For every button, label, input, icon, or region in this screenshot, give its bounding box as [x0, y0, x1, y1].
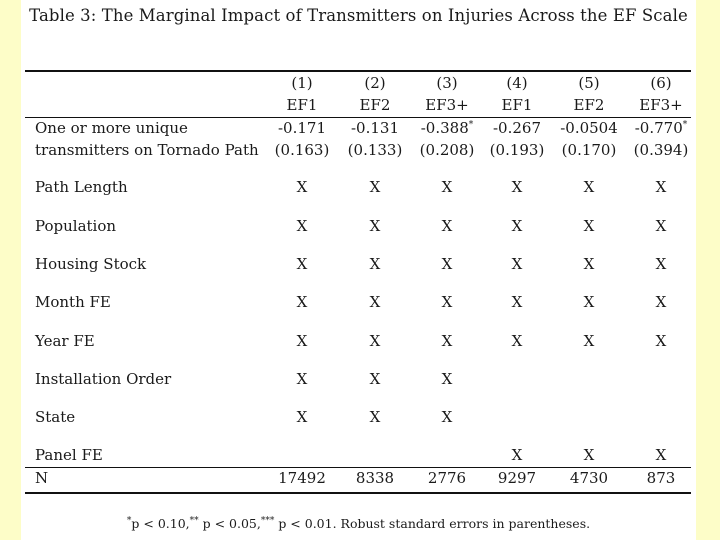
std-error: (0.208) [419, 141, 475, 159]
std-error: (0.170) [561, 141, 617, 159]
column-number: (5) [578, 74, 600, 92]
control-mark: X [296, 178, 308, 196]
control-mark: X [296, 408, 308, 426]
n-rule [25, 467, 691, 468]
column-number: (6) [650, 74, 672, 92]
control-mark: X [511, 217, 523, 235]
column-header: EF1 [501, 96, 533, 114]
column-number: (1) [291, 74, 313, 92]
table-title: Table 3: The Marginal Impact of Transmit… [29, 6, 688, 25]
control-mark: X [369, 217, 381, 235]
control-mark: X [655, 178, 667, 196]
n-value: 873 [646, 469, 676, 487]
column-number: (4) [506, 74, 528, 92]
control-mark: X [583, 178, 595, 196]
control-mark: X [369, 178, 381, 196]
control-mark: X [583, 446, 595, 464]
row-label: Year FE [35, 332, 95, 350]
coef-estimate: -0.388* [420, 119, 474, 137]
header-rule [25, 117, 691, 118]
row-label: Panel FE [35, 446, 103, 464]
row-label: Population [35, 217, 117, 235]
control-mark: X [655, 332, 667, 350]
control-mark: X [441, 370, 453, 388]
n-value: 8338 [355, 469, 395, 487]
control-mark: X [296, 217, 308, 235]
control-mark: X [369, 370, 381, 388]
row-label: Installation Order [35, 370, 172, 388]
control-mark: X [583, 332, 595, 350]
control-mark: X [441, 178, 453, 196]
control-mark: X [296, 332, 308, 350]
control-mark: X [583, 217, 595, 235]
control-mark: X [583, 255, 595, 273]
coef-estimate: -0.770* [634, 119, 688, 137]
control-mark: X [441, 293, 453, 311]
coef-estimate: -0.131 [350, 119, 399, 137]
control-mark: X [441, 408, 453, 426]
std-error: (0.394) [633, 141, 689, 159]
control-mark: X [511, 332, 523, 350]
control-mark: X [296, 255, 308, 273]
control-mark: X [655, 293, 667, 311]
row-label: Housing Stock [35, 255, 147, 273]
n-value: 9297 [497, 469, 537, 487]
bottom-rule [25, 492, 691, 494]
control-mark: X [369, 293, 381, 311]
std-error: (0.163) [274, 141, 330, 159]
column-header: EF2 [359, 96, 391, 114]
top-rule [25, 70, 691, 72]
row-label: Path Length [35, 178, 128, 196]
control-mark: X [441, 255, 453, 273]
row-label: State [35, 408, 76, 426]
column-number: (2) [364, 74, 386, 92]
footnote: *p < 0.10,** p < 0.05,*** p < 0.01. Robu… [126, 515, 591, 531]
control-mark: X [511, 446, 523, 464]
control-mark: X [296, 293, 308, 311]
n-value: 2776 [427, 469, 467, 487]
column-header: EF2 [573, 96, 605, 114]
control-mark: X [655, 255, 667, 273]
row-label: transmitters on Tornado Path [35, 141, 259, 159]
row-label: N [35, 469, 49, 487]
control-mark: X [655, 446, 667, 464]
coef-estimate: -0.171 [277, 119, 326, 137]
std-error: (0.133) [347, 141, 403, 159]
control-mark: X [369, 332, 381, 350]
n-value: 17492 [278, 469, 326, 487]
std-error: (0.193) [489, 141, 545, 159]
coef-estimate: -0.267 [492, 119, 541, 137]
control-mark: X [655, 217, 667, 235]
control-mark: X [511, 178, 523, 196]
column-header: EF3+ [639, 96, 683, 114]
row-label: One or more unique [35, 119, 188, 137]
column-number: (3) [436, 74, 458, 92]
control-mark: X [296, 370, 308, 388]
control-mark: X [369, 408, 381, 426]
control-mark: X [369, 255, 381, 273]
control-mark: X [511, 255, 523, 273]
column-header: EF1 [286, 96, 318, 114]
control-mark: X [511, 293, 523, 311]
row-label: Month FE [35, 293, 111, 311]
control-mark: X [583, 293, 595, 311]
control-mark: X [441, 332, 453, 350]
control-mark: X [441, 217, 453, 235]
column-header: EF3+ [425, 96, 469, 114]
coef-estimate: -0.0504 [560, 119, 618, 137]
n-value: 4730 [569, 469, 609, 487]
slide: Table 3: The Marginal Impact of Transmit… [21, 0, 696, 540]
